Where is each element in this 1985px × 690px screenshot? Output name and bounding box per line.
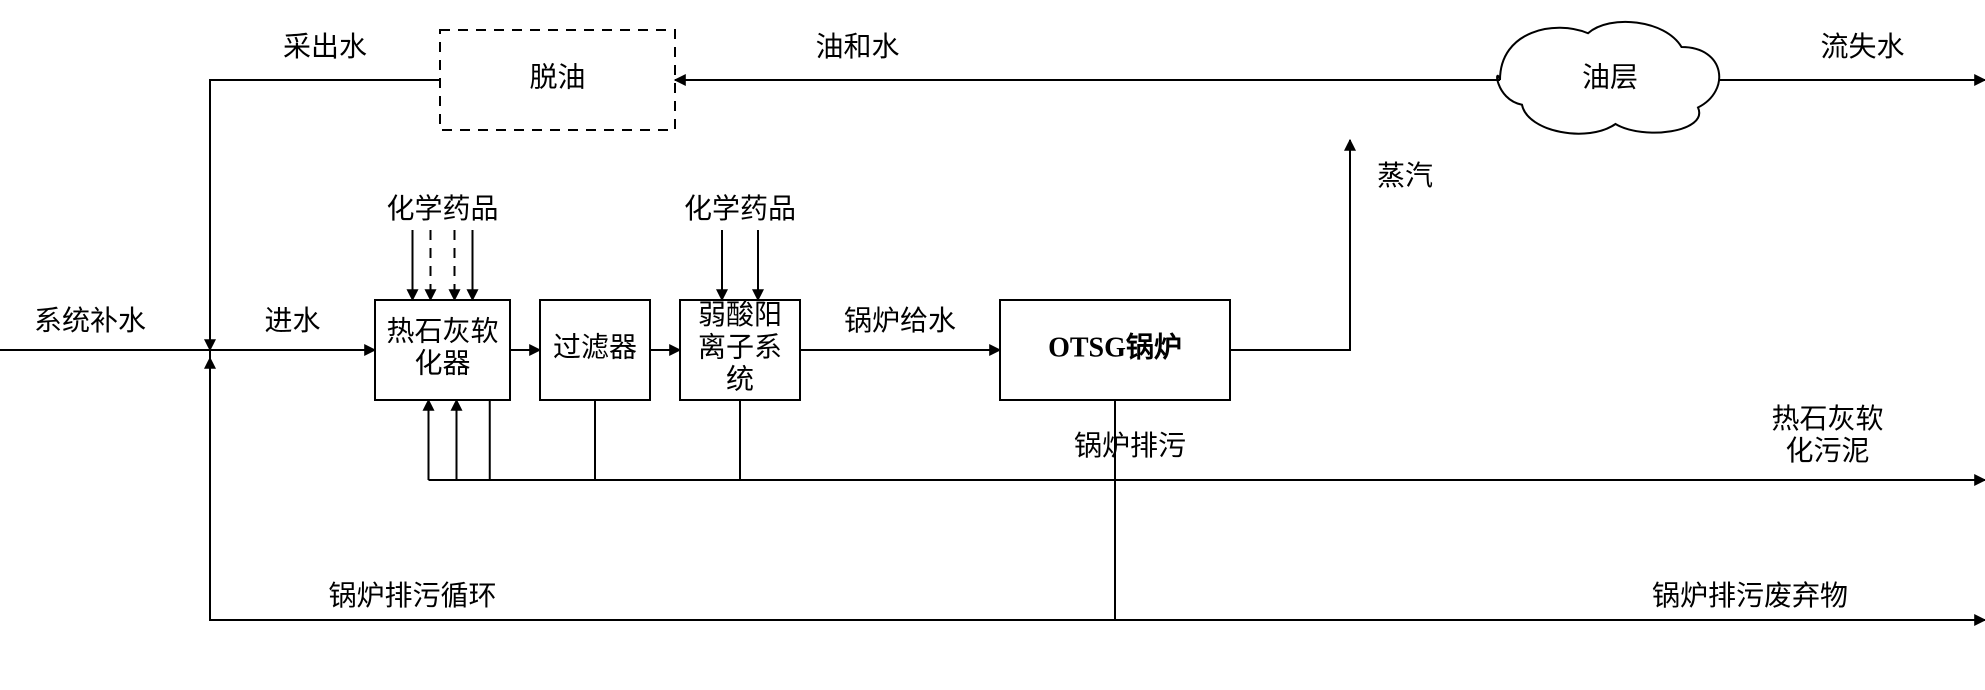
svg-text:锅炉排污: 锅炉排污 [1074, 430, 1186, 462]
svg-text:OTSG锅炉: OTSG锅炉 [1048, 330, 1182, 363]
svg-text:脱油: 脱油 [529, 61, 585, 93]
svg-text:化污泥: 化污泥 [1785, 435, 1869, 467]
process-flow-diagram: 脱油热石灰软化器过滤器弱酸阳离子系统OTSG锅炉油层油和水流失水采出水系统补水进… [0, 0, 1985, 690]
svg-text:弱酸阳: 弱酸阳 [698, 299, 782, 331]
svg-text:化学药品: 化学药品 [684, 193, 796, 225]
svg-text:油和水: 油和水 [815, 31, 899, 63]
svg-text:锅炉排污废弃物: 锅炉排污废弃物 [1652, 580, 1848, 612]
svg-text:蒸汽: 蒸汽 [1377, 160, 1433, 192]
svg-text:热石灰软: 热石灰软 [1771, 403, 1883, 435]
svg-text:系统补水: 系统补水 [34, 305, 146, 337]
svg-text:锅炉排污循环: 锅炉排污循环 [328, 580, 496, 612]
svg-text:锅炉给水: 锅炉给水 [844, 305, 956, 337]
svg-text:化器: 化器 [414, 348, 470, 380]
svg-text:油层: 油层 [1582, 61, 1638, 93]
svg-text:统: 统 [726, 364, 754, 396]
svg-text:热石灰软: 热石灰软 [386, 315, 498, 347]
svg-text:流失水: 流失水 [1820, 31, 1904, 63]
svg-text:离子系: 离子系 [698, 331, 782, 363]
svg-text:过滤器: 过滤器 [553, 331, 637, 363]
svg-text:化学药品: 化学药品 [386, 193, 498, 225]
svg-text:采出水: 采出水 [283, 31, 367, 63]
svg-text:进水: 进水 [264, 305, 320, 337]
